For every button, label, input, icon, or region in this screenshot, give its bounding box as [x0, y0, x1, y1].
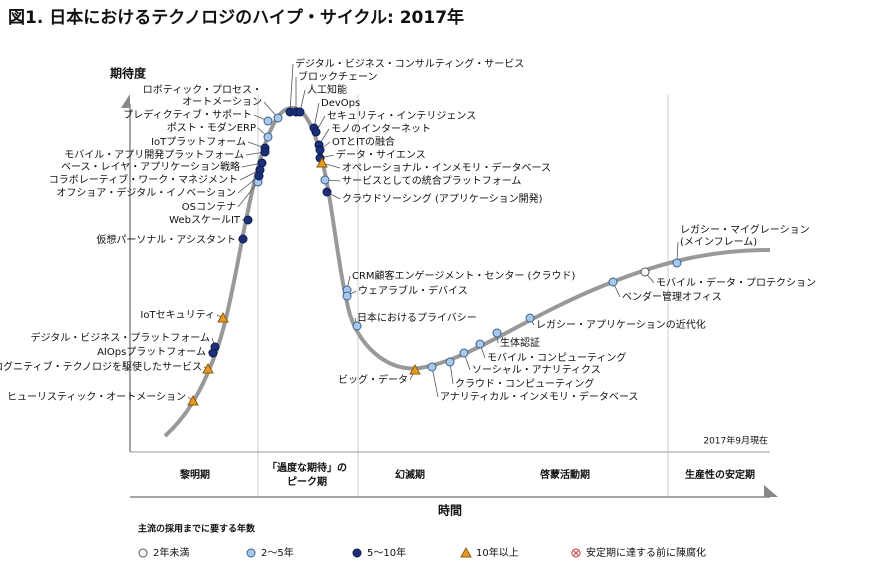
technology-marker — [273, 113, 283, 123]
technology-marker — [238, 234, 248, 244]
leader-line — [237, 181, 259, 208]
technology-label: DevOps — [321, 98, 360, 109]
date-note: 2017年9月現在 — [703, 435, 768, 447]
technology-marker — [322, 187, 332, 197]
technology-label: OTとITの融合 — [332, 135, 395, 148]
technology-marker — [263, 132, 273, 142]
technology-label: ウェアラブル・デバイス — [358, 284, 468, 297]
technology-label: モノのインターネット — [331, 123, 431, 135]
technology-label: ヒューリスティック・オートメーション — [7, 391, 186, 403]
technology-marker — [243, 215, 253, 225]
technology-marker — [311, 127, 321, 137]
technology-label: ベンダー管理オフィス — [622, 290, 722, 303]
technology-label: デジタル・ビジネス・プラットフォーム — [31, 331, 211, 344]
technology-label: モバイル・アプリ開発プラットフォーム — [64, 148, 244, 161]
technology-label: 生体認証 — [500, 336, 540, 349]
technology-label: ポスト・モダンERP — [167, 121, 256, 134]
axes — [121, 94, 778, 498]
technology-label: モバイル・コンピューティング — [487, 351, 626, 364]
technology-marker — [445, 357, 455, 367]
technology-label: 人工知能 — [307, 83, 347, 96]
phase-label: 黎明期 — [180, 468, 210, 481]
technology-marker — [459, 348, 469, 358]
phase-label: 幻滅期 — [395, 468, 425, 481]
technology-marker — [525, 313, 535, 323]
technology-marker — [409, 363, 421, 375]
technology-label: CRM顧客エンゲージメント・センター (クラウド) — [352, 269, 575, 282]
technology-label: ベース・レイヤ・アプリケーション戦略 — [61, 160, 240, 173]
technology-label: クラウド・コンピューティング — [455, 377, 594, 390]
technology-label: プレディクティブ・サポート — [123, 108, 252, 121]
phase-label: ピーク期 — [287, 475, 327, 488]
legend-label: 2年未満 — [153, 546, 189, 559]
phase-label: 生産性の安定期 — [685, 468, 755, 481]
technology-label: デジタル・ビジネス・コンサルティング・サービス — [295, 57, 524, 70]
technology-label: アナリティカル・インメモリ・データベース — [440, 390, 638, 403]
leader-line — [431, 366, 439, 398]
technology-label: サービスとしての統合プラットフォーム — [342, 174, 521, 187]
legend-marker — [246, 548, 256, 558]
technology-marker — [295, 107, 305, 117]
legend-title: 主流の採用までに要する年数 — [138, 523, 256, 535]
technology-marker — [320, 175, 330, 185]
technology-marker — [315, 145, 325, 155]
legend-marker — [352, 548, 362, 558]
technology-marker — [640, 267, 650, 277]
technology-marker — [254, 171, 264, 181]
technology-label: データ・サイエンス — [336, 148, 426, 161]
technology-marker — [208, 348, 218, 358]
technology-label: モバイル・データ・プロテクション — [656, 276, 816, 289]
legend-marker — [138, 548, 148, 558]
technology-marker — [475, 339, 485, 349]
legend-label: 安定期に達する前に陳腐化 — [586, 546, 706, 559]
technology-label: ブロックチェーン — [298, 70, 378, 83]
technology-label: セキュリティ・インテリジェンス — [327, 110, 476, 122]
technology-label: 日本におけるプライバシー — [357, 311, 477, 324]
technology-label: コグニティブ・テクノロジを駆使したサービス — [0, 360, 202, 373]
technology-label: レガシー・アプリケーションの近代化 — [536, 318, 706, 331]
phase-label: 「過度な期待」の — [267, 461, 347, 474]
technology-label: AIOpsプラットフォーム — [97, 346, 206, 358]
legend-label: 5～10年 — [367, 546, 406, 559]
technology-marker — [217, 311, 229, 323]
legend-marker — [460, 546, 472, 558]
technology-marker — [492, 328, 502, 338]
technology-marker — [608, 277, 618, 287]
title: 図1. 日本におけるテクノロジのハイプ・サイクル: 2017年 — [8, 7, 464, 28]
technology-label: ビッグ・データ — [338, 373, 408, 386]
technology-label: コラボレーティブ・ワーク・マネジメント — [49, 173, 238, 186]
legend-label: 2～5年 — [261, 546, 294, 559]
technology-label: IoTセキュリティ — [140, 309, 215, 321]
legend-marker — [573, 550, 579, 556]
technology-label: オペレーショナル・インメモリ・データベース — [342, 161, 551, 174]
technology-marker — [352, 321, 362, 331]
x-axis-label: 時間 — [438, 503, 462, 518]
technology-label: オフショア・デジタル・イノベーション — [56, 186, 236, 199]
technology-label: IoTプラットフォーム — [151, 136, 246, 148]
technology-marker — [263, 116, 273, 126]
technology-marker — [202, 362, 214, 374]
technology-marker — [260, 147, 270, 157]
technology-label: WebスケールIT — [169, 214, 241, 226]
phase-label: 啓蒙活動期 — [540, 468, 590, 481]
technology-label: レガシー・マイグレーション — [680, 223, 810, 236]
leader-line — [289, 63, 294, 113]
technology-marker — [427, 362, 437, 372]
technology-label: OSコンテナ — [182, 201, 236, 213]
technology-label: クラウドソーシング (アプリケーション開発) — [342, 192, 543, 205]
technology-label: 仮想パーソナル・アシスタント — [96, 233, 236, 246]
technology-label: (メインフレーム) — [680, 236, 757, 248]
technology-marker — [187, 394, 199, 406]
legend-label: 10年以上 — [476, 546, 519, 559]
technology-label: ソーシャル・アナリティクス — [472, 364, 601, 376]
hype-curve — [163, 106, 771, 438]
technology-label: オートメーション — [182, 96, 262, 108]
technology-marker — [342, 291, 352, 301]
y-axis-label: 期待度 — [110, 66, 147, 81]
technology-marker — [316, 156, 328, 168]
technology-label: ロボティック・プロセス・ — [143, 84, 262, 96]
technology-marker — [672, 258, 682, 268]
